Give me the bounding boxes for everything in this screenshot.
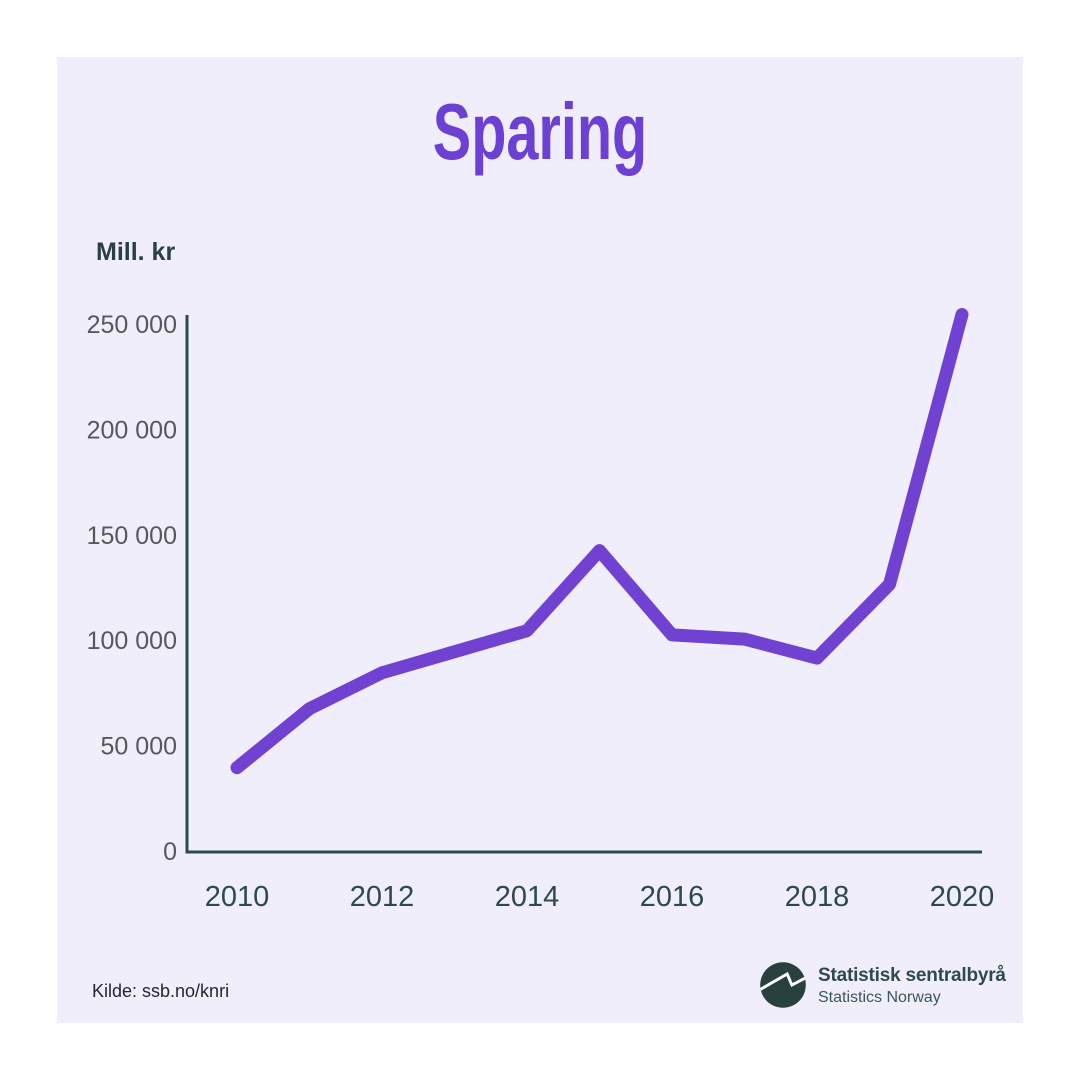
x-axis-tick-label: 2010 — [205, 881, 270, 913]
x-axis-tick-label: 2020 — [930, 881, 995, 913]
data-line-sparing — [230, 308, 969, 775]
y-axis-tick-label: 0 — [163, 838, 177, 866]
source-note: Kilde: ssb.no/knri — [92, 981, 230, 1001]
logo-name-english: Statistics Norway — [818, 988, 941, 1006]
y-axis-unit-label: Mill. kr — [96, 238, 176, 266]
x-axis-tick-label: 2012 — [350, 881, 415, 913]
y-axis-tick-label: 200 000 — [87, 416, 177, 444]
chart-axes — [185, 315, 982, 854]
y-axis-tick-label: 50 000 — [101, 733, 177, 761]
ssb-logo-mark-icon — [760, 962, 806, 1008]
chart-title: Sparing — [432, 87, 648, 176]
y-axis-tick-label: 100 000 — [87, 627, 177, 655]
x-axis-tick-label: 2014 — [495, 881, 560, 913]
card-background — [57, 57, 1023, 1023]
x-axis-tick-label: 2018 — [785, 881, 850, 913]
logo-name-norwegian: Statistisk sentralbyrå — [818, 964, 1006, 986]
x-axis-tick-label: 2016 — [640, 881, 705, 913]
y-axis-tick-label: 250 000 — [87, 311, 177, 339]
ssb-logo: Statistisk sentralbyrå Statistics Norway — [760, 962, 1006, 1008]
ssb-logo-text: Statistisk sentralbyrå Statistics Norway — [818, 964, 1006, 1007]
y-axis-tick-label: 150 000 — [87, 522, 177, 550]
